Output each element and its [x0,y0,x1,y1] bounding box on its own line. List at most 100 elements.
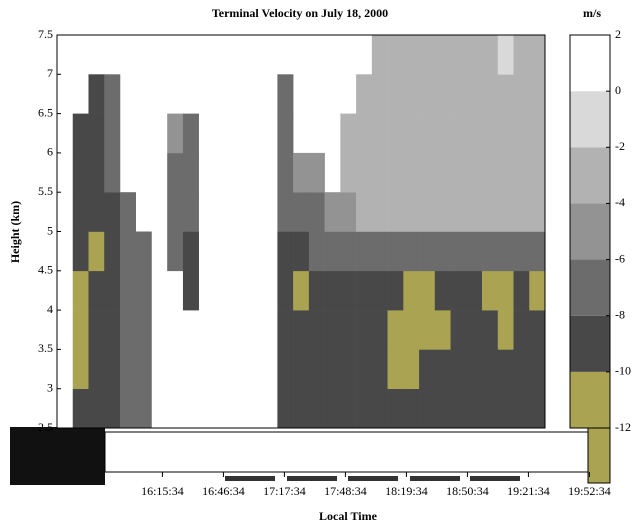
contour-cell [434,192,451,232]
lower-panel-bar [287,476,337,481]
contour-cell [308,152,325,193]
contour-cell [135,231,152,272]
contour-cell [529,192,546,232]
contour-cell [387,152,404,193]
contour-cell [434,113,451,154]
contour-cell [308,270,325,311]
x-tick-label: 16:46:34 [202,484,245,498]
y-tick-label: 6.5 [38,105,53,119]
contour-cell [466,35,483,75]
contour-cell [104,270,121,311]
y-axis-label: Height (km) [8,201,22,263]
contour-cell [387,231,404,272]
contour-cell [88,74,105,114]
colorbar-label: m/s [583,6,601,20]
contour-cell [356,349,373,389]
contour-cell [182,192,199,232]
contour-cell [482,152,499,193]
contour-cell [277,152,294,193]
contour-cell [182,270,199,311]
colorbar-tick-label: 0 [615,83,621,97]
lower-panel-bar [225,476,275,481]
contour-cell [403,231,420,272]
contour-cell [72,349,89,389]
contour-cell [434,270,451,311]
contour-cell [403,35,420,75]
contour-cell [293,349,310,389]
contour-cell [88,388,105,429]
colorbar-tick-label: -8 [615,307,625,321]
contour-cell [419,74,436,114]
colorbar-segment [570,203,610,260]
contour-cell [135,310,152,350]
contour-cell [182,152,199,193]
contour-cell [387,388,404,429]
contour-cell [403,152,420,193]
contour-cell [340,388,357,429]
contour-cell [356,310,373,350]
contour-cell [104,310,121,350]
lower-panel [10,426,611,485]
contour-cell [104,192,121,232]
contour-cell [277,74,294,114]
x-tick-label: 17:17:34 [263,484,306,498]
contour-cell [72,270,89,311]
contour-cell [371,152,388,193]
contour-cell [104,231,121,272]
y-tick-label: 3 [47,380,53,394]
contour-cell [277,349,294,389]
contour-cell [450,35,467,75]
contour-cell [104,113,121,154]
x-axis-label: Local Time [319,509,378,523]
contour-cell [371,349,388,389]
contour-cell [482,35,499,75]
y-tick-label: 4.5 [38,263,53,277]
contour-cell [419,388,436,429]
contour-cell [419,231,436,272]
contour-cell [419,270,436,311]
lower-panel-bar [348,476,398,481]
colorbar-segment [570,371,610,428]
contour-cell [529,349,546,389]
contour-cell [340,310,357,350]
contour-cell [340,349,357,389]
contour-cell [482,192,499,232]
contour-cell [324,349,341,389]
colorbar-segment [570,35,610,92]
contour-cell [497,152,514,193]
contour-cell [356,388,373,429]
contour-cell [450,192,467,232]
contour-cell [513,231,530,272]
contour-cell [450,231,467,272]
contour-cell [308,192,325,232]
y-tick-label: 5.5 [38,184,53,198]
contour-cell [482,310,499,350]
contour-cell [403,113,420,154]
contour-cell [371,113,388,154]
colorbar-segment [570,259,610,316]
contour-cell [135,349,152,389]
contour-cell [356,231,373,272]
contour-cell [434,74,451,114]
contour-cell [167,192,184,232]
contour-cell [308,310,325,350]
contour-cell [277,388,294,429]
contour-cell [434,35,451,75]
contour-cell [466,192,483,232]
contour-cell [419,192,436,232]
y-tick-label: 2.5 [38,420,53,434]
contour-cell [119,270,137,311]
contour-cell [450,388,467,429]
colorbar-segment [570,91,610,148]
contour-cell [324,231,341,272]
contour-cell [340,152,357,193]
contour-cell [497,270,514,311]
contour-cell [403,388,420,429]
contour-cell [434,388,451,429]
contour-cell [135,388,152,429]
x-tick-label: 17:48:34 [324,484,367,498]
contour-cell [340,231,357,272]
contour-cell [497,35,514,75]
contour-cell [497,310,514,350]
contour-cell [529,388,546,429]
